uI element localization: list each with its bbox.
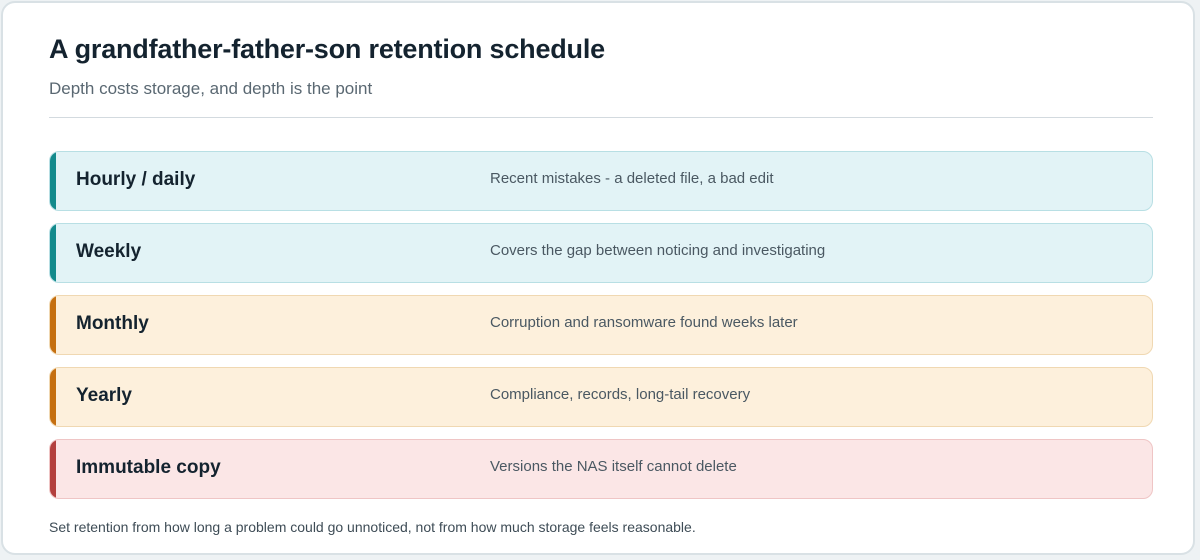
tier-row-monthly: Monthly Corruption and ransomware found … bbox=[49, 295, 1153, 355]
page-subtitle: Depth costs storage, and depth is the po… bbox=[49, 79, 373, 98]
tier-row-yearly: Yearly Compliance, records, long-tail re… bbox=[49, 367, 1153, 427]
tier-name: Yearly bbox=[76, 385, 132, 406]
footnote: Set retention from how long a problem co… bbox=[49, 519, 696, 535]
tier-list: Hourly / daily Recent mistakes - a delet… bbox=[49, 151, 1153, 511]
tier-accent-bar bbox=[50, 224, 56, 282]
tier-description: Compliance, records, long-tail recovery bbox=[490, 386, 751, 403]
tier-name: Weekly bbox=[76, 241, 142, 262]
tier-description: Corruption and ransomware found weeks la… bbox=[490, 314, 798, 331]
tier-name: Hourly / daily bbox=[76, 169, 196, 190]
tier-row-hourly-daily: Hourly / daily Recent mistakes - a delet… bbox=[49, 151, 1153, 211]
tier-description: Versions the NAS itself cannot delete bbox=[490, 458, 737, 475]
page-title: A grandfather-father-son retention sched… bbox=[49, 34, 605, 64]
tier-name: Monthly bbox=[76, 313, 149, 334]
tier-row-weekly: Weekly Covers the gap between noticing a… bbox=[49, 223, 1153, 283]
tier-accent-bar bbox=[50, 152, 56, 210]
tier-accent-bar bbox=[50, 296, 56, 354]
tier-accent-bar bbox=[50, 368, 56, 426]
tier-name: Immutable copy bbox=[76, 457, 221, 478]
tier-description: Covers the gap between noticing and inve… bbox=[490, 242, 826, 259]
tier-row-immutable-copy: Immutable copy Versions the NAS itself c… bbox=[49, 439, 1153, 499]
tier-accent-bar bbox=[50, 440, 56, 498]
header-divider bbox=[49, 117, 1153, 118]
tier-description: Recent mistakes - a deleted file, a bad … bbox=[490, 170, 774, 187]
